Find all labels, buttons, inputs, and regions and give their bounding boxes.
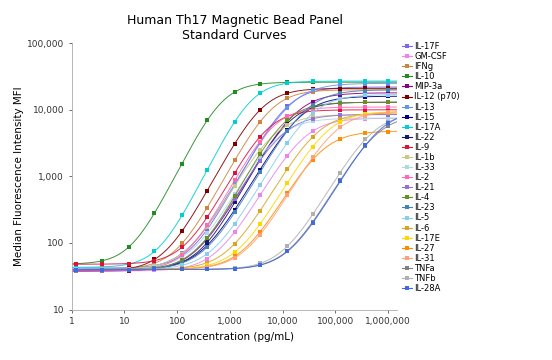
Legend: IL-17F, GM-CSF, IFNg, IL-10, MIP-3a, IL-12 (p70), IL-13, IL-15, IL-17A, IL-22, I: IL-17F, GM-CSF, IFNg, IL-10, MIP-3a, IL-… [402, 42, 460, 293]
X-axis label: Concentration (pg/mL): Concentration (pg/mL) [176, 332, 294, 342]
Y-axis label: Median Fluorescence Intensity MFI: Median Fluorescence Intensity MFI [14, 87, 24, 266]
Title: Human Th17 Magnetic Bead Panel
Standard Curves: Human Th17 Magnetic Bead Panel Standard … [126, 14, 343, 42]
